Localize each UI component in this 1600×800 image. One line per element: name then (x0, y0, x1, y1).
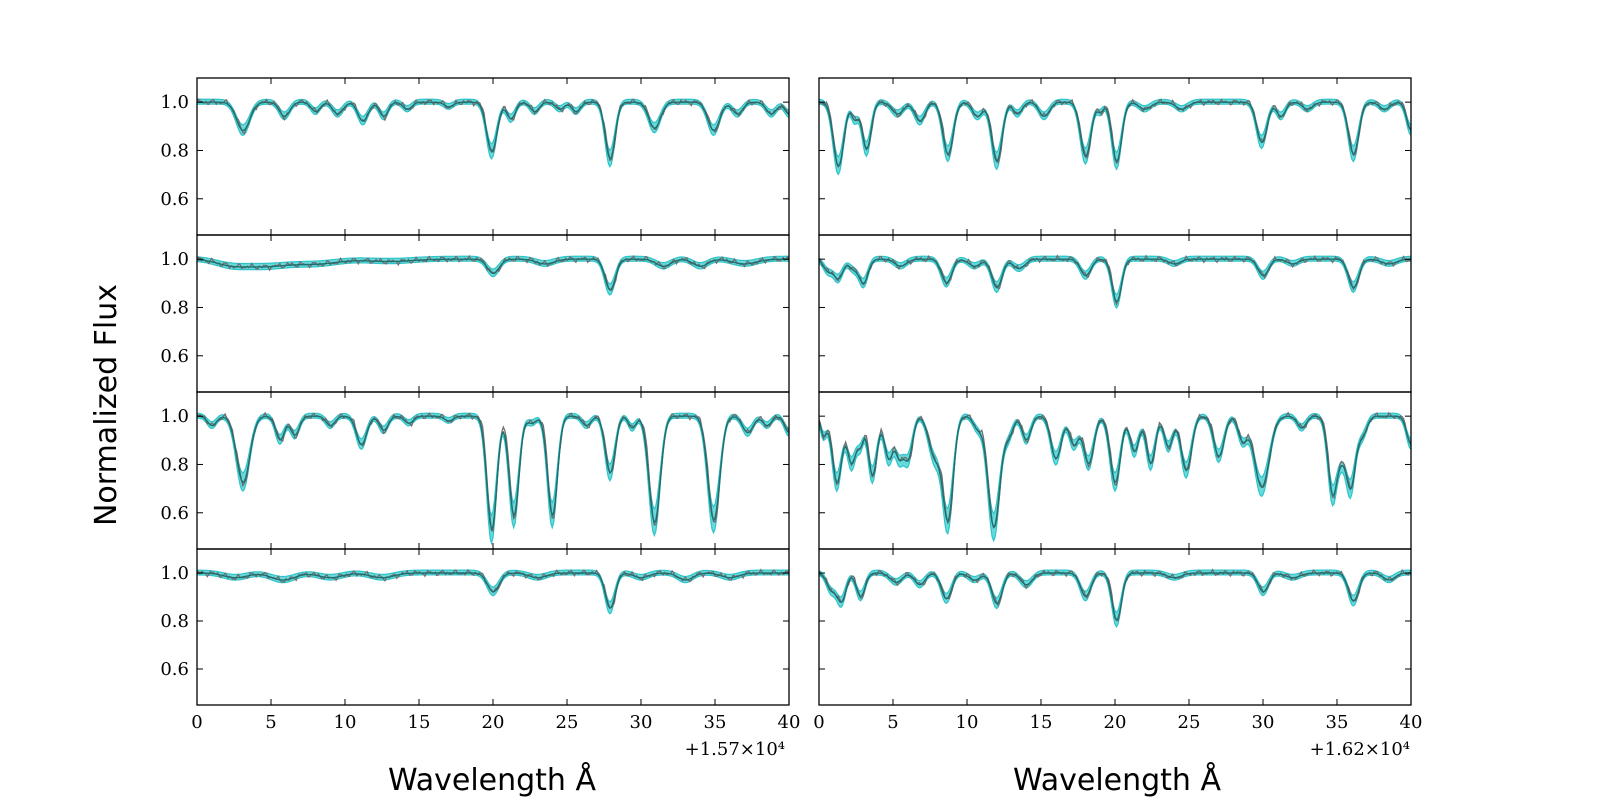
x-tick-label: 0 (813, 712, 824, 733)
best-fit-spectrum (197, 415, 789, 532)
x-tick-label: 10 (956, 712, 979, 733)
x-tick-label: 15 (408, 712, 431, 733)
x-tick-label: 15 (1030, 712, 1053, 733)
best-fit-spectrum (197, 101, 789, 161)
best-fit-spectrum (819, 101, 1411, 168)
x-tick-label: 30 (1252, 712, 1275, 733)
y-axis-label: Normalized Flux (89, 284, 124, 526)
best-fit-spectrum (197, 258, 789, 291)
y-tick-label: 1.0 (160, 406, 189, 427)
panel-grid: 0.6 0.8 1.0 0.6 0.8 1.0 0.6 0.8 1.0 0 5 10 15 20 25 30 3… (160, 77, 1423, 733)
y-tick-label: 0.8 (160, 611, 189, 632)
spectrum-panel (818, 234, 1412, 393)
best-fit-spectrum (197, 572, 789, 610)
y-tick-label: 0.6 (160, 346, 189, 367)
x-tick-label: 0 (191, 712, 202, 733)
y-tick-label: 0.8 (160, 454, 189, 475)
x-tick-label: 20 (482, 712, 505, 733)
best-fit-spectrum (819, 572, 1411, 622)
best-fit-spectrum (819, 258, 1411, 303)
y-tick-label: 1.0 (160, 249, 189, 270)
best-fit-spectrum (819, 415, 1411, 529)
y-tick-label: 0.8 (160, 297, 189, 318)
observed-spectrum (197, 411, 789, 532)
x-tick-label: 10 (334, 712, 357, 733)
x-tick-label: 5 (887, 712, 898, 733)
y-tick-label: 0.8 (160, 140, 189, 161)
x-axis-label-right: Wavelength Å (1013, 762, 1222, 798)
y-tick-label: 0.6 (160, 659, 189, 680)
spectrum-panel (818, 391, 1412, 550)
x-tick-label: 35 (704, 712, 727, 733)
x-tick-label: 30 (630, 712, 653, 733)
spectrum-panel: 0 5 10 15 20 25 30 35 40 (813, 548, 1423, 733)
x-tick-label: 25 (1178, 712, 1201, 733)
y-tick-label: 1.0 (160, 563, 189, 584)
model-band (819, 98, 1411, 176)
x-tick-label: 25 (556, 712, 579, 733)
panel-frame (196, 234, 790, 393)
spectrum-panel: 0.6 0.8 1.0 (160, 391, 790, 550)
x-tick-label: 5 (265, 712, 276, 733)
spectrum-panel: 0.6 0.8 1.0 (160, 234, 790, 393)
panel-frame (818, 391, 1412, 550)
y-tick-label: 1.0 (160, 92, 189, 113)
spectrum-panel (818, 77, 1412, 236)
x-offset-label-left: +1.57×10⁴ (685, 739, 785, 760)
y-tick-label: 0.6 (160, 189, 189, 210)
observed-spectrum (197, 254, 789, 292)
observed-spectrum (197, 98, 789, 161)
spectrum-panel: 0.6 0.8 1.0 (160, 77, 790, 236)
model-band (197, 255, 789, 296)
x-tick-label: 35 (1326, 712, 1349, 733)
x-tick-label: 40 (1400, 712, 1423, 733)
y-tick-label: 0.6 (160, 503, 189, 524)
x-axis-label-left: Wavelength Å (388, 762, 597, 798)
x-tick-label: 20 (1104, 712, 1127, 733)
spectrum-panel: 0 5 10 15 20 25 30 35 40 0.6 0.8 1.0 (160, 548, 801, 733)
model-band (197, 98, 789, 168)
observed-spectrum (819, 411, 1411, 529)
model-band (819, 412, 1411, 543)
x-tick-label: 40 (778, 712, 801, 733)
x-offset-label-right: +1.62×10⁴ (1310, 739, 1410, 760)
